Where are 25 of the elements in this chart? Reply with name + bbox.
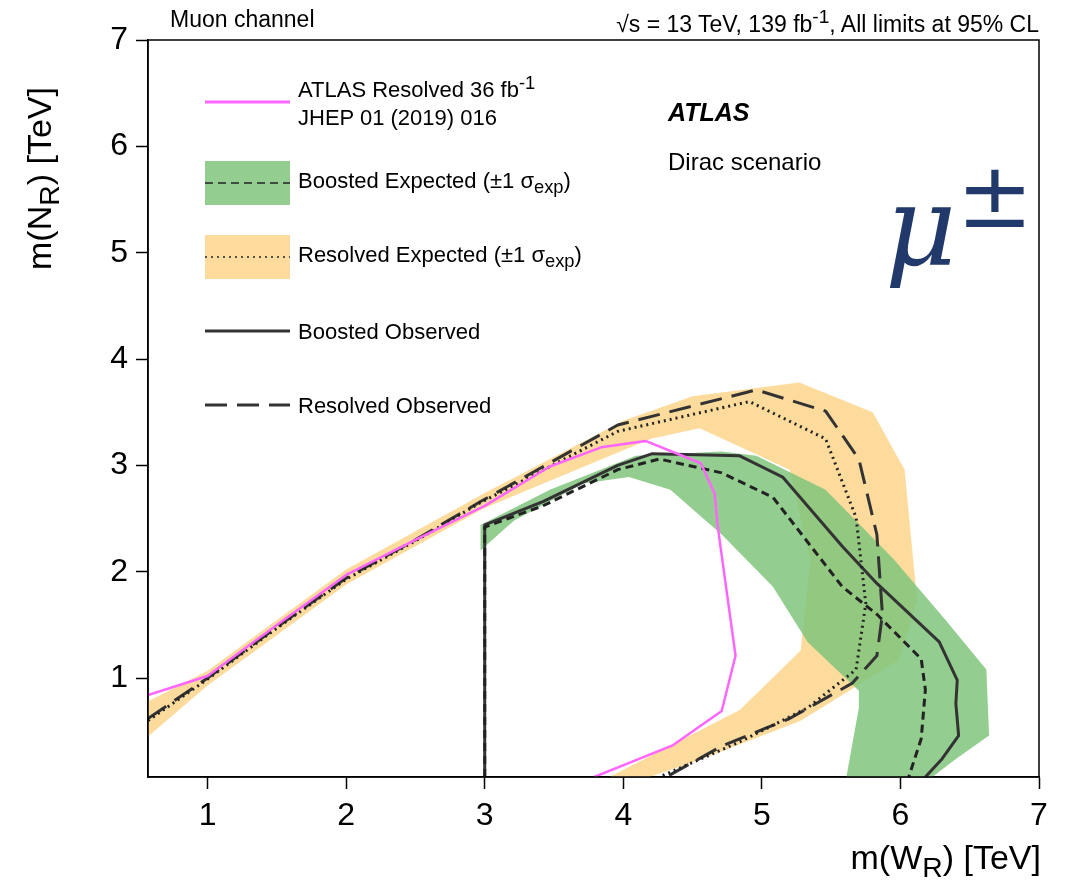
x-tick-label: 2: [337, 796, 356, 833]
x-tick-label: 4: [614, 796, 633, 833]
legend-label: Resolved Expected (±1 σ$_{exp}$): [298, 241, 582, 274]
text: ATLAS Resolved 36 fb$^{-1}$ JHEP 01 (2019) 016: [298, 72, 536, 130]
y-tick-label: 2: [110, 551, 128, 588]
legend-label: Boosted Observed: [298, 317, 481, 346]
legend-label: Boosted Expected (±1 σ$_{exp}$): [298, 167, 571, 200]
legend-label: Resolved Observed: [298, 391, 492, 420]
annotation: Dirac scenario: [668, 148, 822, 176]
x-tick-label: 1: [198, 796, 217, 833]
y-tick-label: 7: [110, 19, 128, 56]
chart-title: Muon channel: [170, 6, 315, 33]
y-tick-label: 5: [110, 232, 128, 269]
annotation: ATLAS: [668, 98, 750, 127]
y-tick-label: 4: [110, 338, 128, 375]
x-axis-title: m(W$_{R}$) [TeV]: [850, 838, 1041, 884]
chart-subtitle: √s = 13 TeV, 139 fb$^{-1}$, All limits at 95% CL: [616, 6, 1039, 38]
x-tick-label: 6: [891, 796, 910, 833]
y-tick-label: 6: [110, 126, 128, 163]
annotation: μ$^{±}$: [885, 142, 1034, 291]
x-tick-label: 7: [1030, 796, 1048, 833]
y-tick-label: 3: [110, 445, 128, 482]
y-tick-label: 1: [110, 657, 128, 694]
x-tick-label: 3: [475, 796, 494, 833]
x-tick-label: 5: [752, 796, 771, 833]
